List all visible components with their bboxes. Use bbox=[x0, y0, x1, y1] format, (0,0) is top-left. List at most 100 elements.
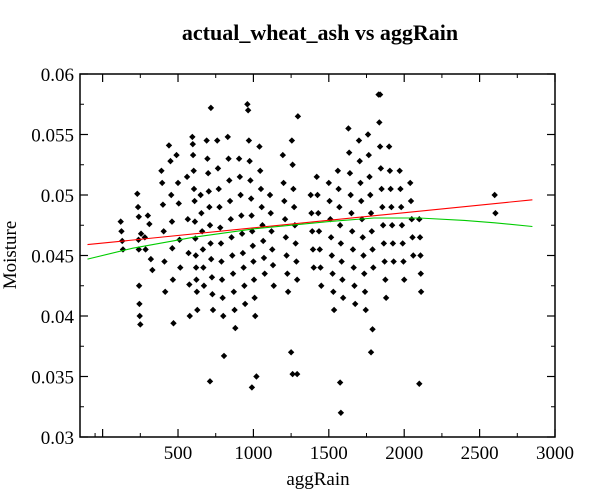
data-point bbox=[409, 234, 416, 241]
data-point bbox=[416, 380, 423, 387]
data-point bbox=[345, 149, 353, 156]
data-point bbox=[191, 197, 198, 205]
data-point bbox=[218, 276, 226, 283]
data-point bbox=[261, 270, 268, 277]
data-point bbox=[315, 209, 322, 217]
data-point bbox=[310, 264, 317, 271]
data-point bbox=[351, 282, 358, 289]
data-point bbox=[369, 326, 376, 333]
data-point bbox=[208, 274, 216, 281]
x-tick-label: 1500 bbox=[310, 443, 348, 464]
data-point bbox=[379, 203, 386, 211]
data-point bbox=[209, 306, 217, 314]
data-point bbox=[167, 157, 174, 165]
data-point bbox=[134, 190, 141, 197]
data-point bbox=[258, 203, 265, 211]
data-point bbox=[396, 167, 403, 174]
data-point bbox=[330, 288, 337, 295]
data-point bbox=[218, 258, 225, 265]
y-tick-label: 0.03 bbox=[41, 428, 74, 449]
data-point bbox=[237, 191, 244, 199]
data-point bbox=[189, 133, 196, 141]
data-point bbox=[401, 276, 408, 283]
data-point bbox=[192, 235, 199, 242]
data-point bbox=[219, 294, 226, 302]
data-point bbox=[386, 167, 394, 174]
data-point bbox=[159, 201, 167, 208]
data-point bbox=[205, 188, 212, 195]
data-point bbox=[366, 173, 373, 181]
data-point bbox=[381, 258, 388, 265]
data-point bbox=[358, 197, 365, 205]
data-point bbox=[355, 137, 363, 144]
x-axis-ticks bbox=[94, 74, 556, 437]
fit-lines bbox=[87, 199, 533, 260]
chart-title: actual_wheat_ash vs aggRain bbox=[182, 20, 458, 45]
data-point bbox=[357, 179, 364, 187]
x-axis-label: aggRain bbox=[286, 469, 350, 490]
data-point bbox=[251, 294, 258, 302]
data-point bbox=[186, 312, 193, 320]
data-point bbox=[290, 203, 298, 211]
data-point bbox=[217, 240, 225, 247]
data-point bbox=[292, 240, 299, 247]
data-point bbox=[314, 191, 321, 199]
data-point bbox=[215, 185, 222, 193]
data-point bbox=[397, 203, 405, 211]
data-point bbox=[407, 179, 414, 187]
data-point bbox=[169, 245, 176, 252]
data-point bbox=[249, 242, 257, 250]
data-point bbox=[198, 209, 205, 217]
data-point bbox=[346, 170, 354, 177]
data-point bbox=[227, 216, 234, 223]
y-axis-tick-labels: 0.03 0.035 0.04 0.045 0.05 0.055 0.06 bbox=[31, 65, 74, 449]
data-point bbox=[257, 185, 265, 193]
data-point bbox=[283, 252, 290, 259]
data-point bbox=[193, 276, 200, 283]
data-point bbox=[416, 216, 423, 223]
data-point bbox=[200, 264, 207, 271]
data-point bbox=[337, 409, 345, 416]
data-point bbox=[370, 264, 377, 271]
data-point bbox=[253, 373, 260, 380]
data-point bbox=[119, 246, 127, 253]
data-point bbox=[149, 266, 156, 274]
data-point bbox=[160, 228, 167, 235]
data-point bbox=[376, 119, 383, 126]
data-point bbox=[390, 258, 397, 265]
data-point bbox=[184, 216, 192, 223]
data-point bbox=[327, 234, 335, 241]
linear-fit-line bbox=[87, 199, 533, 246]
data-point bbox=[348, 209, 355, 217]
data-point bbox=[136, 300, 143, 308]
data-point bbox=[217, 224, 224, 231]
scatter-points bbox=[117, 91, 499, 416]
data-point bbox=[137, 321, 144, 328]
data-point bbox=[135, 213, 143, 220]
data-point bbox=[220, 352, 228, 360]
data-point bbox=[417, 270, 424, 277]
data-point bbox=[349, 246, 357, 253]
data-point bbox=[269, 246, 276, 253]
data-point bbox=[368, 228, 375, 235]
data-point bbox=[351, 300, 359, 308]
data-point bbox=[244, 101, 251, 108]
data-point bbox=[235, 155, 243, 162]
y-tick-label: 0.035 bbox=[31, 368, 74, 389]
data-point bbox=[491, 191, 498, 199]
data-point bbox=[177, 264, 184, 271]
data-point bbox=[247, 195, 255, 202]
data-point bbox=[376, 91, 384, 98]
y-tick-label: 0.055 bbox=[31, 126, 74, 147]
data-point bbox=[288, 137, 296, 144]
data-point bbox=[189, 140, 196, 148]
data-point bbox=[174, 179, 182, 187]
data-point bbox=[146, 220, 153, 228]
data-point bbox=[389, 240, 397, 247]
data-point bbox=[206, 378, 214, 385]
data-point bbox=[134, 203, 142, 211]
x-axis-tick-labels: 500 1000 1500 2000 2500 3000 bbox=[164, 443, 574, 464]
data-point bbox=[365, 151, 372, 159]
data-point bbox=[144, 212, 152, 219]
data-point bbox=[207, 255, 215, 263]
